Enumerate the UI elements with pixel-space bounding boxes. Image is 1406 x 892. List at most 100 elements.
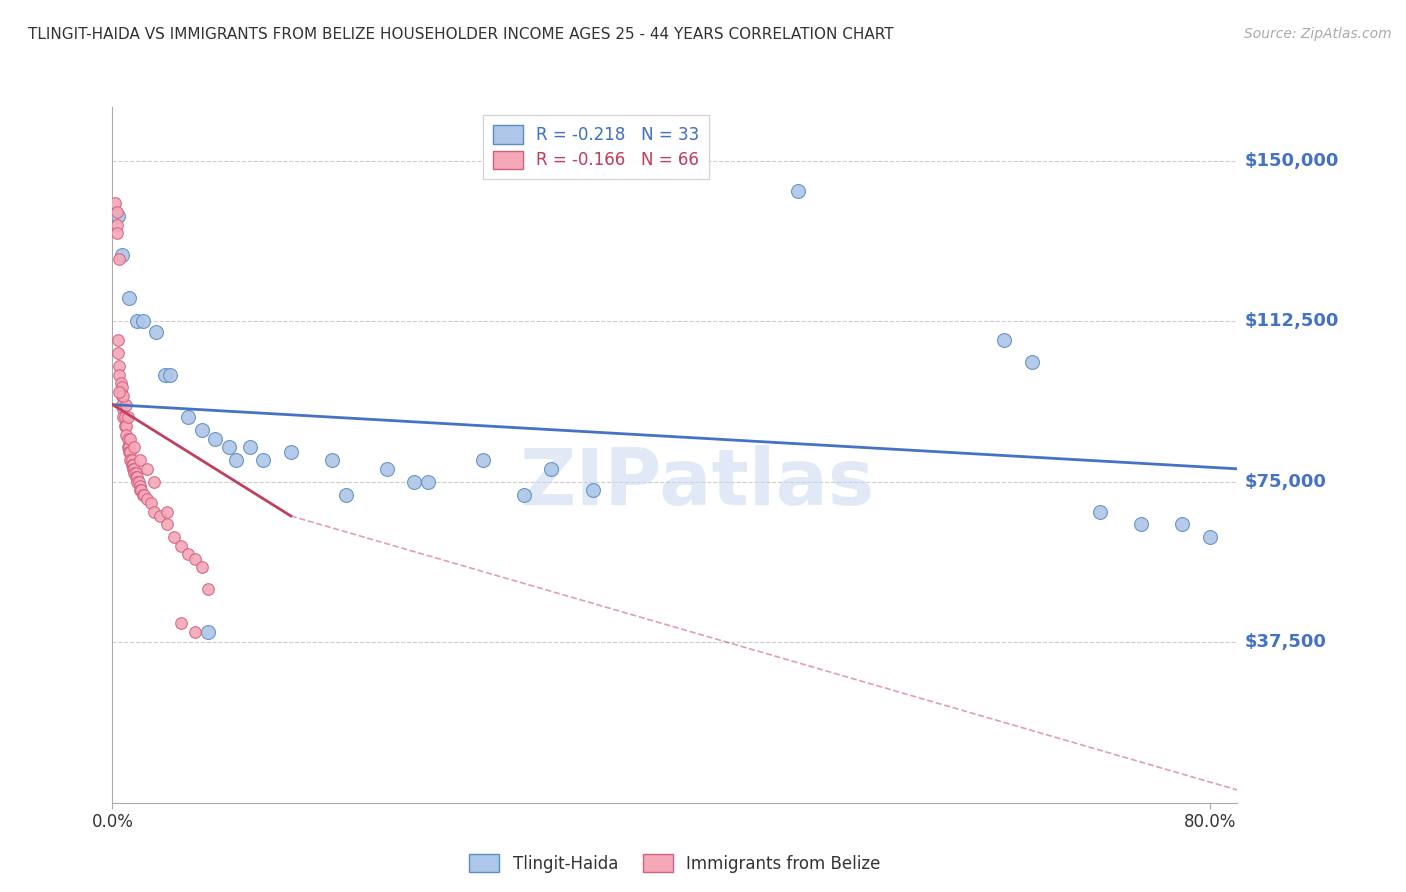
Point [163, 530, 186, 544]
Point [111, 248, 134, 262]
Point [108, 252, 131, 266]
Point [204, 432, 226, 446]
Point [105, 218, 128, 232]
Point [110, 376, 132, 391]
Point [197, 624, 219, 639]
Point [252, 453, 274, 467]
Point [117, 441, 139, 455]
Point [280, 444, 302, 458]
Point [111, 398, 134, 412]
Point [404, 475, 426, 489]
Point [115, 419, 138, 434]
Point [1198, 530, 1220, 544]
Point [132, 487, 155, 501]
Point [108, 368, 131, 382]
Point [135, 491, 157, 506]
Point [127, 475, 149, 489]
Point [112, 401, 135, 416]
Text: $75,000: $75,000 [1244, 473, 1326, 491]
Point [131, 487, 153, 501]
Point [1021, 355, 1043, 369]
Point [129, 483, 152, 498]
Text: $150,000: $150,000 [1244, 152, 1339, 169]
Point [111, 389, 134, 403]
Point [125, 466, 148, 480]
Point [127, 470, 149, 484]
Point [112, 410, 135, 425]
Point [335, 487, 357, 501]
Text: ZIPatlas: ZIPatlas [520, 445, 875, 521]
Point [124, 441, 146, 455]
Point [107, 209, 129, 223]
Point [122, 458, 145, 472]
Point [114, 410, 136, 425]
Point [1171, 517, 1194, 532]
Point [142, 505, 165, 519]
Point [156, 517, 179, 532]
Point [375, 462, 398, 476]
Point [124, 462, 146, 476]
Point [1088, 505, 1111, 519]
Point [787, 184, 810, 198]
Point [184, 624, 207, 639]
Point [177, 410, 200, 425]
Point [118, 441, 141, 455]
Legend: R = -0.218   N = 33, R = -0.166   N = 66: R = -0.218 N = 33, R = -0.166 N = 66 [482, 115, 710, 179]
Point [115, 427, 138, 442]
Point [105, 205, 128, 219]
Point [993, 334, 1015, 348]
Text: $112,500: $112,500 [1244, 312, 1339, 330]
Point [121, 458, 143, 472]
Point [239, 441, 262, 455]
Point [142, 475, 165, 489]
Point [153, 368, 176, 382]
Point [108, 384, 131, 399]
Point [225, 453, 247, 467]
Point [115, 398, 138, 412]
Point [117, 410, 139, 425]
Point [139, 496, 162, 510]
Point [112, 389, 135, 403]
Point [118, 291, 141, 305]
Point [135, 462, 157, 476]
Point [177, 548, 200, 562]
Point [190, 423, 212, 437]
Point [471, 453, 494, 467]
Point [184, 551, 207, 566]
Point [540, 462, 562, 476]
Point [107, 346, 129, 360]
Point [145, 325, 167, 339]
Point [129, 479, 152, 493]
Point [170, 539, 193, 553]
Point [513, 487, 536, 501]
Point [120, 432, 142, 446]
Point [129, 453, 152, 467]
Point [127, 314, 149, 328]
Point [122, 462, 145, 476]
Point [170, 615, 193, 630]
Point [104, 196, 127, 211]
Point [121, 453, 143, 467]
Text: TLINGIT-HAIDA VS IMMIGRANTS FROM BELIZE HOUSEHOLDER INCOME AGES 25 - 44 YEARS CO: TLINGIT-HAIDA VS IMMIGRANTS FROM BELIZE … [28, 27, 894, 42]
Point [120, 444, 142, 458]
Point [159, 368, 181, 382]
Point [416, 475, 439, 489]
Point [120, 453, 142, 467]
Point [107, 334, 129, 348]
Point [197, 582, 219, 596]
Point [117, 432, 139, 446]
Point [118, 444, 141, 458]
Legend: Tlingit-Haida, Immigrants from Belize: Tlingit-Haida, Immigrants from Belize [463, 847, 887, 880]
Point [111, 380, 134, 394]
Text: Source: ZipAtlas.com: Source: ZipAtlas.com [1244, 27, 1392, 41]
Point [149, 508, 172, 523]
Point [218, 441, 240, 455]
Text: $37,500: $37,500 [1244, 633, 1326, 651]
Point [1130, 517, 1153, 532]
Point [125, 470, 148, 484]
Point [190, 560, 212, 574]
Point [128, 475, 150, 489]
Point [110, 384, 132, 399]
Point [114, 419, 136, 434]
Point [108, 359, 131, 373]
